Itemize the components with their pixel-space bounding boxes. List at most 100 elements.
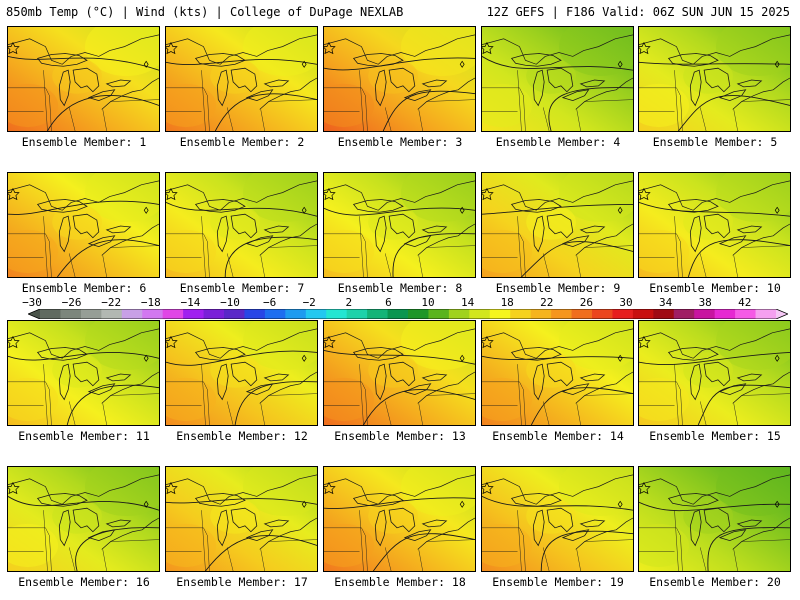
colorbar-right-arrow — [776, 309, 788, 319]
border-line — [639, 474, 790, 505]
temperature-blob — [52, 498, 102, 534]
lake-outline — [374, 69, 387, 107]
ensemble-member-caption: Ensemble Member: 1 — [21, 135, 147, 149]
lake-outline — [263, 79, 290, 88]
coastline — [732, 223, 790, 256]
state-border — [699, 253, 707, 277]
colorbar-segment — [285, 309, 307, 319]
height-contour — [697, 384, 790, 425]
lake-outline — [736, 519, 763, 528]
lake-outline — [546, 361, 574, 387]
border-line — [482, 180, 633, 211]
lake-outline — [736, 79, 763, 88]
star-marker — [324, 41, 336, 55]
lake-outline — [87, 383, 116, 396]
ensemble-member-caption: Ensemble Member: 3 — [337, 135, 463, 149]
height-contour — [382, 90, 475, 131]
state-border — [418, 549, 423, 571]
temperature-blob — [526, 352, 576, 388]
colorbar-segment — [264, 309, 286, 319]
state-border — [584, 539, 633, 542]
lake-outline — [388, 507, 416, 533]
lake-outline — [403, 529, 432, 542]
height-contour — [521, 241, 633, 277]
star-marker — [639, 41, 651, 55]
lake-outline — [194, 347, 246, 361]
state-border — [733, 255, 738, 277]
colorbar-segment — [592, 309, 613, 319]
temperature-blob — [639, 229, 690, 274]
state-border — [576, 255, 581, 277]
colorbar-segment — [305, 309, 327, 319]
border-line — [166, 34, 317, 65]
star-marker — [8, 481, 20, 495]
star-marker — [482, 335, 494, 349]
diamond-marker — [774, 354, 780, 362]
state-border — [426, 245, 475, 248]
state-border — [68, 107, 76, 131]
lake-outline — [352, 347, 404, 361]
state-border — [43, 216, 48, 277]
star-marker — [324, 335, 336, 349]
lake-outline — [216, 509, 229, 547]
height-contour — [678, 95, 790, 131]
state-border — [576, 403, 581, 425]
colorbar-tick-label: −6 — [262, 296, 277, 309]
star-marker — [482, 187, 494, 201]
lake-outline — [105, 519, 132, 528]
state-border — [324, 233, 368, 277]
temperature-blob — [324, 83, 375, 128]
lake-outline — [579, 519, 606, 528]
temperature-blob — [52, 204, 102, 240]
state-border — [576, 109, 581, 131]
lake-outline — [245, 89, 274, 102]
state-border — [268, 393, 317, 396]
ensemble-map-panel — [481, 320, 634, 426]
temperature-blob — [639, 83, 690, 128]
colorbar-segment — [183, 309, 205, 319]
height-contour — [324, 350, 475, 365]
lake-outline — [689, 69, 702, 107]
height-contour — [482, 56, 633, 71]
lake-outline — [421, 373, 448, 382]
state-border — [8, 527, 52, 571]
state-border — [102, 109, 107, 131]
height-contour — [482, 203, 633, 215]
lake-outline — [718, 235, 747, 248]
state-border — [324, 381, 368, 425]
diamond-marker — [301, 206, 307, 214]
lake-outline — [230, 361, 258, 387]
lake-outline — [532, 363, 545, 401]
border-line — [639, 328, 790, 359]
height-contour — [75, 527, 159, 571]
lake-outline — [216, 69, 229, 107]
diamond-marker — [301, 354, 307, 362]
colorbar-segment — [142, 309, 164, 319]
colorbar-segment — [224, 309, 245, 319]
diamond-marker — [774, 60, 780, 68]
lake-outline — [561, 383, 590, 396]
height-contour — [540, 530, 633, 571]
diamond-marker — [143, 354, 149, 362]
state-border — [359, 70, 364, 131]
lake-outline — [703, 67, 731, 93]
temperature-blob — [482, 229, 533, 274]
height-contour — [372, 533, 475, 571]
temperature-blob — [683, 204, 733, 240]
lake-outline — [510, 53, 562, 67]
lake-outline — [36, 53, 88, 67]
state-border — [166, 527, 210, 571]
state-border — [201, 216, 206, 277]
border-line — [639, 180, 790, 211]
temperature-blob — [683, 498, 733, 534]
colorbar-tick-label: 6 — [385, 296, 392, 309]
state-border — [43, 510, 48, 571]
height-contour — [8, 200, 159, 215]
diamond-marker — [459, 354, 465, 362]
colorbar-segment — [653, 309, 675, 319]
lake-outline — [105, 373, 132, 382]
colorbar-segment — [571, 309, 593, 319]
temperature-blob — [482, 377, 533, 422]
diamond-marker — [301, 500, 307, 508]
colorbar-segment — [60, 309, 82, 319]
